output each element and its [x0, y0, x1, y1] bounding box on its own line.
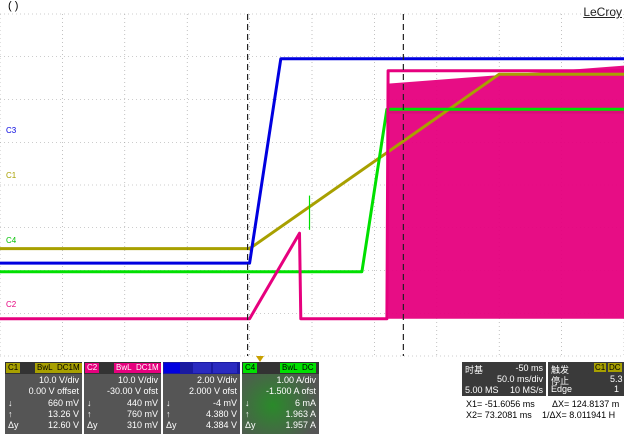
coupling-badge: DC1M — [55, 363, 82, 373]
measure-symbol: ↓ — [245, 398, 250, 408]
coupling-badge: DC1M — [134, 363, 161, 373]
measure-value: 6 mA — [294, 398, 316, 408]
measure-value: 760 mV — [126, 409, 158, 419]
trace-point — [386, 317, 388, 320]
timebase-box[interactable]: 时基 -50 ms 50.0 ms/div — [462, 362, 546, 386]
measure-value: -4 mV — [212, 398, 237, 408]
measure-symbol: ↑ — [166, 409, 171, 419]
measure-symbol: Δy — [8, 420, 19, 430]
measure-value: 4.384 V — [205, 420, 237, 430]
measure-value: 440 mV — [126, 398, 158, 408]
channel-panel-c3[interactable]: 2.00 V/div 2.000 V ofst ↓ -4 mV ↑ 4.380 V … — [163, 362, 240, 434]
volts-per-div: 2.00 V/div — [196, 375, 237, 385]
bw-limit-badge — [193, 363, 211, 373]
measurement-cursors[interactable] — [246, 14, 404, 356]
offset: -1.500 A ofst — [265, 386, 316, 396]
trigger-position-marker — [256, 356, 264, 362]
trigger-label: 触发 — [551, 365, 570, 375]
trace-point — [361, 270, 363, 273]
panel-channel-id: C4 — [243, 363, 258, 373]
measure-symbol: ↓ — [87, 398, 92, 408]
measure-symbol: Δy — [245, 420, 256, 430]
trace-point — [373, 58, 376, 60]
trace-point — [248, 247, 251, 250]
volts-per-div: 10.0 V/div — [38, 375, 79, 385]
scope-display — [0, 13, 624, 357]
trace-point — [387, 70, 389, 72]
sample-rate: 10 MS/s — [509, 385, 543, 395]
trace-band-c2 — [388, 65, 624, 319]
cursor-inv-delta-x: 1/ΔX= 8.011941 H — [542, 410, 616, 420]
channel-label-c3: C3 — [6, 126, 17, 135]
timebase-delay: -50 ms — [515, 363, 543, 373]
measure-value: 1.957 A — [285, 420, 316, 430]
channel-panel-c1[interactable]: C1 BwL DC1M 10.0 V/div 0.00 V offset ↓ 66… — [5, 362, 82, 434]
measure-symbol: ↓ — [8, 398, 13, 408]
offset: 2.000 V ofst — [188, 386, 237, 396]
measure-symbol: Δy — [87, 420, 98, 430]
measure-value: 660 mV — [47, 398, 79, 408]
timebase-tdiv: 50.0 ms/div — [496, 374, 543, 384]
measure-value: 13.26 V — [47, 409, 79, 419]
bw-limit-badge: BwL — [280, 363, 300, 373]
bw-limit-badge: BwL — [114, 363, 134, 373]
panel-channel-id: C1 — [6, 363, 21, 373]
trigger-box[interactable]: 触发 C1 DC 停止 5.3 Edge 1 — [548, 362, 624, 396]
acquisition-box: 5.00 MS 10 MS/s — [462, 385, 546, 396]
channel-label-c2: C2 — [6, 300, 17, 309]
trace-point — [0, 247, 1, 250]
timebase-trigger-panel[interactable]: 时基 -50 ms 50.0 ms/div 5.00 MS 10 MS/s 触发… — [462, 362, 624, 434]
trigger-type: Edge — [551, 384, 573, 394]
trace-point — [0, 262, 1, 264]
amps-per-div: 1.00 A/div — [276, 375, 316, 385]
measure-symbol: ↑ — [245, 409, 250, 419]
channel-panel-c2[interactable]: C2 BwL DC1M 10.0 V/div -30.00 V ofst ↓ 44… — [84, 362, 161, 434]
channel-label-c4: C4 — [6, 236, 17, 245]
trace-point — [280, 58, 282, 60]
channel-label-c1: C1 — [6, 171, 17, 180]
trace-point — [300, 317, 302, 320]
trigger-channel: C1 — [594, 363, 607, 372]
sample-count: 5.00 MS — [465, 385, 499, 395]
channel-panel-c4[interactable]: C4 BwL DC 1.00 A/div -1.500 A ofst ↓ 6 mA… — [242, 362, 319, 434]
measure-symbol: Δy — [166, 420, 177, 430]
trace-point — [498, 73, 501, 75]
header-text: ( ) — [8, 0, 19, 12]
trigger-state: 停止 — [551, 376, 570, 386]
coupling-badge: DC — [300, 363, 316, 373]
offset: 0.00 V offset — [28, 386, 79, 396]
offset: -30.00 V ofst — [106, 386, 158, 396]
coupling-badge — [213, 363, 237, 373]
trace-point — [298, 232, 301, 234]
cursor-x1: X1= -51.6056 ms — [466, 399, 535, 409]
trace-c4 — [0, 107, 624, 274]
volts-per-div: 10.0 V/div — [117, 375, 158, 385]
panel-channel-id — [164, 363, 180, 373]
trigger-coupling: DC — [608, 363, 622, 372]
measure-value: 4.380 V — [205, 409, 237, 419]
trace-point — [0, 317, 1, 320]
trace-point — [248, 317, 251, 320]
cursor-delta-x: ΔX= 124.8137 m — [552, 399, 620, 409]
measure-value: 12.60 V — [47, 420, 79, 430]
measure-value: 1.963 A — [285, 409, 316, 419]
panel-channel-id: C2 — [85, 363, 100, 373]
waveform-traces — [0, 57, 624, 321]
trace-c1 — [0, 72, 624, 251]
measure-value: 310 mV — [126, 420, 158, 430]
timebase-label: 时基 — [465, 365, 484, 375]
measure-symbol: ↑ — [87, 409, 92, 419]
trigger-extra: 1 — [614, 384, 620, 394]
bw-limit-badge: BwL — [35, 363, 55, 373]
trace-point — [0, 270, 1, 273]
trace-point — [248, 262, 251, 264]
measure-symbol: ↓ — [166, 398, 171, 408]
brand-logo: LeCroy — [583, 5, 622, 19]
trigger-level: 5.3 — [610, 374, 623, 384]
cursor-x2: X2= 73.2081 ms — [466, 410, 532, 420]
measure-symbol: ↑ — [8, 409, 13, 419]
